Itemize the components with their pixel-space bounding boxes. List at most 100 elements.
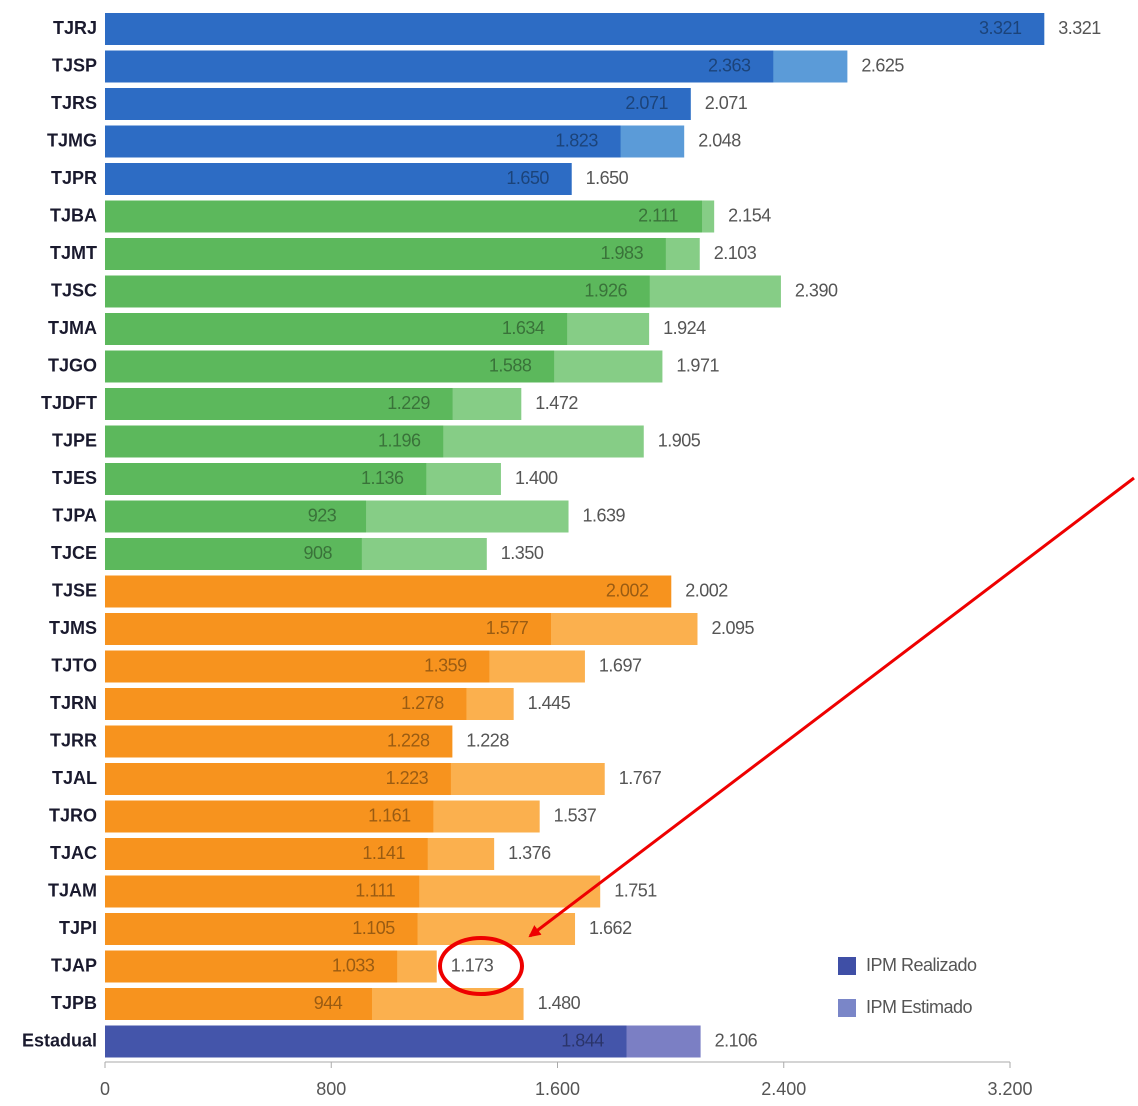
legend-swatch (838, 957, 856, 975)
value-label: 1.926 (584, 280, 627, 300)
value-label: 1.136 (361, 468, 404, 488)
category-label: TJPE (52, 430, 97, 450)
category-label: TJPA (52, 505, 97, 525)
x-tick-label: 800 (316, 1079, 346, 1099)
bar (105, 350, 555, 383)
value-label: 1.111 (355, 880, 395, 900)
category-label: TJGO (48, 355, 97, 375)
value-label: 1.472 (535, 393, 578, 413)
bar (105, 725, 453, 758)
legend-swatch (838, 999, 856, 1017)
value-label: 1.141 (362, 843, 405, 863)
bar (105, 688, 467, 720)
plot: 0 800 1.600 2.400 3.200 TJRJ 3.321 3.321 TJSP 2.6… (22, 13, 1102, 1099)
category-label: Estadual (22, 1030, 97, 1050)
bar (105, 463, 427, 495)
value-label: 2.625 (861, 55, 904, 75)
value-label: 2.048 (698, 130, 741, 150)
bar (105, 163, 572, 195)
value-label: 2.002 (685, 580, 728, 600)
value-label: 1.445 (528, 693, 571, 713)
category-label: TJPB (51, 993, 97, 1013)
value-label: 923 (308, 505, 337, 525)
value-label: 1.228 (387, 730, 430, 750)
value-label: 2.071 (625, 93, 668, 113)
bar (105, 800, 434, 833)
bar (105, 875, 420, 908)
value-label: 944 (314, 993, 343, 1013)
value-label: 2.071 (705, 93, 748, 113)
value-label: 1.228 (466, 730, 509, 750)
bar (105, 838, 428, 870)
value-label: 1.697 (599, 655, 642, 675)
bar (105, 238, 666, 270)
category-label: TJRR (50, 730, 97, 750)
legend-label: IPM Realizado (866, 955, 977, 975)
category-label: TJDFT (41, 393, 97, 413)
value-label: 908 (304, 543, 333, 563)
category-label: TJMA (48, 318, 97, 338)
x-tick-label: 1.600 (535, 1079, 580, 1099)
category-label: TJAL (52, 768, 97, 788)
category-label: TJSP (52, 55, 97, 75)
bar (105, 913, 418, 945)
category-label: TJRO (49, 805, 97, 825)
bar (105, 613, 551, 645)
value-label: 1.537 (554, 805, 597, 825)
bar (105, 125, 621, 158)
category-label: TJRN (50, 693, 97, 713)
value-label: 1.376 (508, 843, 551, 863)
value-label: 1.350 (501, 543, 544, 563)
category-label: TJES (52, 468, 97, 488)
bar (105, 50, 774, 83)
legend-label: IPM Estimado (866, 997, 973, 1017)
value-label: 1.196 (378, 430, 421, 450)
value-label: 1.650 (586, 168, 629, 188)
bar (105, 200, 703, 233)
bar (105, 13, 1045, 45)
value-label: 2.154 (728, 205, 771, 225)
value-label: 1.751 (614, 880, 657, 900)
bar (105, 763, 451, 795)
value-label: 3.321 (1058, 18, 1101, 38)
bar (105, 538, 362, 570)
category-label: TJMT (50, 243, 97, 263)
value-label: 1.480 (538, 993, 581, 1013)
value-label: 2.103 (714, 243, 757, 263)
value-label: 1.105 (352, 918, 395, 938)
value-label: 2.111 (638, 205, 678, 225)
category-label: TJRS (51, 93, 97, 113)
value-label: 3.321 (979, 18, 1022, 38)
bar (105, 425, 444, 458)
value-label: 1.971 (676, 355, 719, 375)
x-tick-label: 0 (100, 1079, 110, 1099)
category-label: TJAM (48, 880, 97, 900)
bar (105, 275, 650, 308)
value-label: 1.924 (663, 318, 706, 338)
category-label: TJSE (52, 580, 97, 600)
bar (105, 313, 568, 345)
category-label: TJMG (47, 130, 97, 150)
value-label: 1.400 (515, 468, 558, 488)
highlight-circle (438, 936, 524, 996)
value-label: 2.390 (795, 280, 838, 300)
value-label: 1.229 (387, 393, 430, 413)
bar (105, 88, 691, 120)
value-label: 1.662 (589, 918, 632, 938)
bar (105, 500, 367, 533)
value-label: 1.983 (601, 243, 644, 263)
x-tick-label: 3.200 (987, 1079, 1032, 1099)
value-label: 1.588 (489, 355, 532, 375)
value-label: 1.173 (451, 955, 494, 975)
value-label: 1.359 (424, 655, 467, 675)
value-label: 1.161 (368, 805, 411, 825)
category-label: TJCE (51, 543, 97, 563)
bar (105, 388, 453, 420)
value-label: 1.223 (386, 768, 429, 788)
value-label: 1.650 (506, 168, 549, 188)
value-label: 1.767 (619, 768, 662, 788)
bar (105, 575, 672, 608)
category-label: TJMS (49, 618, 97, 638)
value-label: 2.363 (708, 55, 751, 75)
